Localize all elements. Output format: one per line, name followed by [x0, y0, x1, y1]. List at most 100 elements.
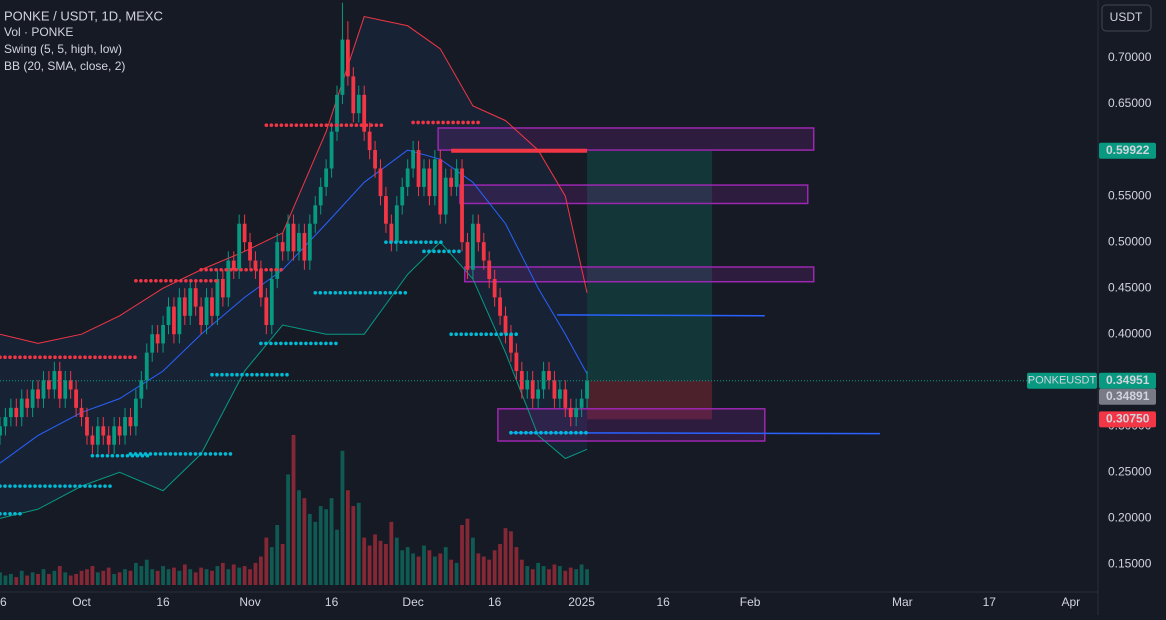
candle-body [530, 380, 535, 399]
candle-body [117, 426, 122, 436]
volume-bar [519, 559, 524, 585]
swing-dot [128, 355, 132, 360]
candle-body [57, 371, 62, 399]
swing-dot [23, 355, 27, 360]
swing-dot [318, 290, 323, 295]
swing-dot [189, 279, 193, 283]
currency-button[interactable] [1101, 4, 1152, 32]
volume-bar [215, 566, 220, 585]
swing-dot [0, 511, 2, 516]
volume-bar [313, 521, 318, 585]
swing-dot [403, 290, 408, 295]
swing-dot [414, 240, 418, 244]
swing-dot [118, 355, 122, 360]
swing-dot [203, 452, 208, 456]
swing-dot [439, 240, 443, 244]
candle-body [405, 168, 410, 187]
candle-body [63, 380, 68, 399]
swing-dot [431, 120, 435, 125]
volume-bar [563, 570, 568, 585]
candle-body [324, 168, 329, 187]
candle-body [106, 435, 111, 445]
swing-dot [319, 123, 324, 128]
volume-bar [90, 566, 95, 585]
volume-bar [470, 537, 475, 585]
swing-dot [447, 249, 451, 254]
candle-body [384, 196, 388, 224]
swing-dot [249, 267, 253, 272]
volume-bar [394, 537, 399, 585]
swing-dot [324, 341, 328, 346]
swing-dot [214, 267, 218, 272]
volume-bar [291, 435, 296, 585]
volume-bar [509, 531, 513, 585]
zone-box [437, 127, 815, 151]
candle-body [335, 94, 339, 132]
candle-body [123, 417, 127, 436]
candle-body [177, 297, 182, 335]
currency-button-label[interactable]: USDT [1110, 10, 1143, 24]
candle-body [416, 150, 421, 187]
volume-bar [264, 537, 269, 585]
candle-body [226, 260, 231, 298]
candle-body [470, 223, 475, 270]
swing-dot [476, 120, 480, 125]
candle-body [128, 417, 133, 427]
swing-dot [434, 240, 438, 244]
swing-dot [260, 372, 264, 377]
volume-bar [231, 564, 236, 585]
swing-dot [374, 123, 379, 128]
swing-dot [244, 267, 248, 272]
swing-dot [229, 267, 233, 272]
swing-dot [38, 355, 42, 360]
swing-dot [398, 290, 403, 295]
volume-bar [432, 556, 437, 585]
swing-dot [279, 123, 284, 128]
swing-dot [58, 355, 62, 360]
volume-bar [79, 570, 84, 585]
x-tick-label: Feb [740, 595, 761, 609]
candle-body [367, 131, 372, 151]
swing-dot [529, 430, 533, 435]
y-tick-label: 0.20000 [1108, 511, 1152, 525]
y-tick-label: 0.40000 [1108, 326, 1152, 340]
x-tick-label: Oct [72, 595, 91, 609]
swing-dot [584, 430, 588, 435]
candle-body [307, 223, 312, 261]
swing-dot [73, 355, 77, 360]
swing-dot [224, 267, 228, 272]
swing-dot [178, 452, 183, 456]
volume-bar [307, 513, 312, 585]
swing-dot [110, 453, 115, 458]
plot-area [0, 2, 1098, 585]
swing-dot [115, 453, 120, 458]
swing-dot [33, 484, 37, 488]
price-label-box [1099, 411, 1156, 428]
candle-body [199, 306, 204, 326]
swing-dot [349, 123, 354, 128]
candle-body [465, 242, 470, 270]
swing-dot [93, 355, 97, 360]
candle-body [340, 39, 345, 95]
swing-dot [103, 355, 107, 360]
symbol-title: PONKE / USDT, 1D, MEXC [4, 8, 163, 23]
volume-bar [557, 566, 562, 585]
swing-dot [199, 279, 203, 283]
volume-bar [242, 566, 247, 585]
y-tick-label: 0.70000 [1108, 50, 1152, 64]
y-tick-label: 0.50000 [1108, 234, 1152, 248]
candle-body [514, 352, 519, 372]
price-label: 0.34891 [1106, 389, 1150, 403]
volume-bar [47, 573, 51, 585]
candle-body [356, 94, 361, 114]
volume-bar [345, 490, 350, 585]
swing-dot [299, 341, 303, 346]
volume-bar [498, 543, 502, 585]
candle-body [172, 306, 176, 335]
swing-dot [309, 341, 313, 346]
swing-dot [324, 123, 329, 128]
swing-dot [319, 341, 323, 346]
swing-dot [43, 355, 47, 360]
zone-box [497, 408, 766, 442]
candle-body [242, 223, 247, 243]
